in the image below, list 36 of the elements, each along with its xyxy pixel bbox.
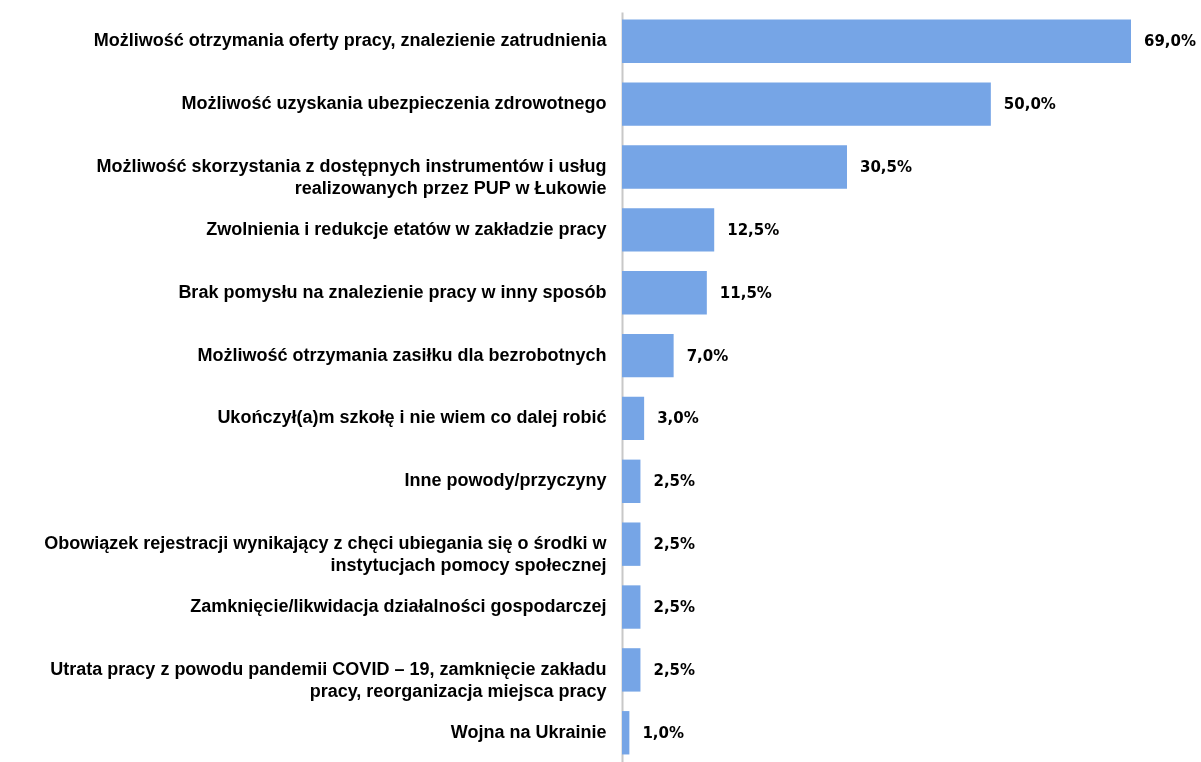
bar [622, 522, 641, 566]
data-label: 50,0% [1003, 95, 1056, 114]
y-tick-label: Inne powody/przyczyny [404, 470, 607, 491]
data-label: 2,5% [653, 660, 696, 679]
data-label: 2,5% [653, 472, 696, 491]
y-tick-label: Zamknięcie/likwidacja działalności gospodarczej [190, 596, 607, 617]
data-label: 2,5% [653, 535, 696, 554]
y-tick-label: Zwolnienia i redukcje etatów w zakładzie pracy [206, 218, 607, 239]
data-label: 69,0% [1144, 32, 1197, 51]
bar [622, 396, 645, 441]
bar [622, 333, 674, 378]
y-tick-label: Brak pomysłu na znalezienie pracy w inny sposób [178, 281, 607, 302]
bar [622, 208, 715, 252]
data-label: 2,5% [653, 598, 696, 617]
bar [622, 459, 641, 503]
y-tick-label: Możliwość uzyskania ubezpieczenia zdrowotnego [181, 93, 607, 114]
y-tick-label: Możliwość otrzymania oferty pracy, znalezienie zatrudnienia [93, 30, 608, 51]
y-tick-label: Ukończył(a)m szkołę i nie wiem co dalej robić [217, 407, 607, 428]
y-tick-label: Możliwość skorzystania z dostępnych instrumentów i usług realizowanych przez PUP w Łukowie [96, 155, 607, 198]
bar [622, 585, 641, 629]
bar [622, 19, 1131, 63]
y-tick-label: Obowiązek rejestracji wynikający z chęci ubiegania się o środki w instytucjach pomocy społecznej [44, 533, 608, 576]
data-label: 12,5% [727, 220, 780, 239]
data-label: 11,5% [719, 283, 772, 302]
bar [622, 82, 991, 126]
data-label: 3,0% [657, 409, 699, 428]
bar [622, 145, 847, 189]
y-tick-label: Wojna na Ukrainie [450, 721, 607, 742]
data-label: 1,0% [642, 723, 684, 742]
data-label: 30,5% [859, 157, 913, 176]
data-label: 7,0% [686, 346, 729, 365]
bar [622, 711, 630, 755]
y-tick-label: Możliwość otrzymania zasiłku dla bezrobotnych [197, 344, 607, 365]
bar [622, 648, 641, 692]
y-tick-label: Utrata pracy z powodu pandemii COVID – 19, zamknięcie zakładu pracy, reorganizacja miejsca pracy [50, 658, 607, 701]
bar [622, 271, 707, 315]
